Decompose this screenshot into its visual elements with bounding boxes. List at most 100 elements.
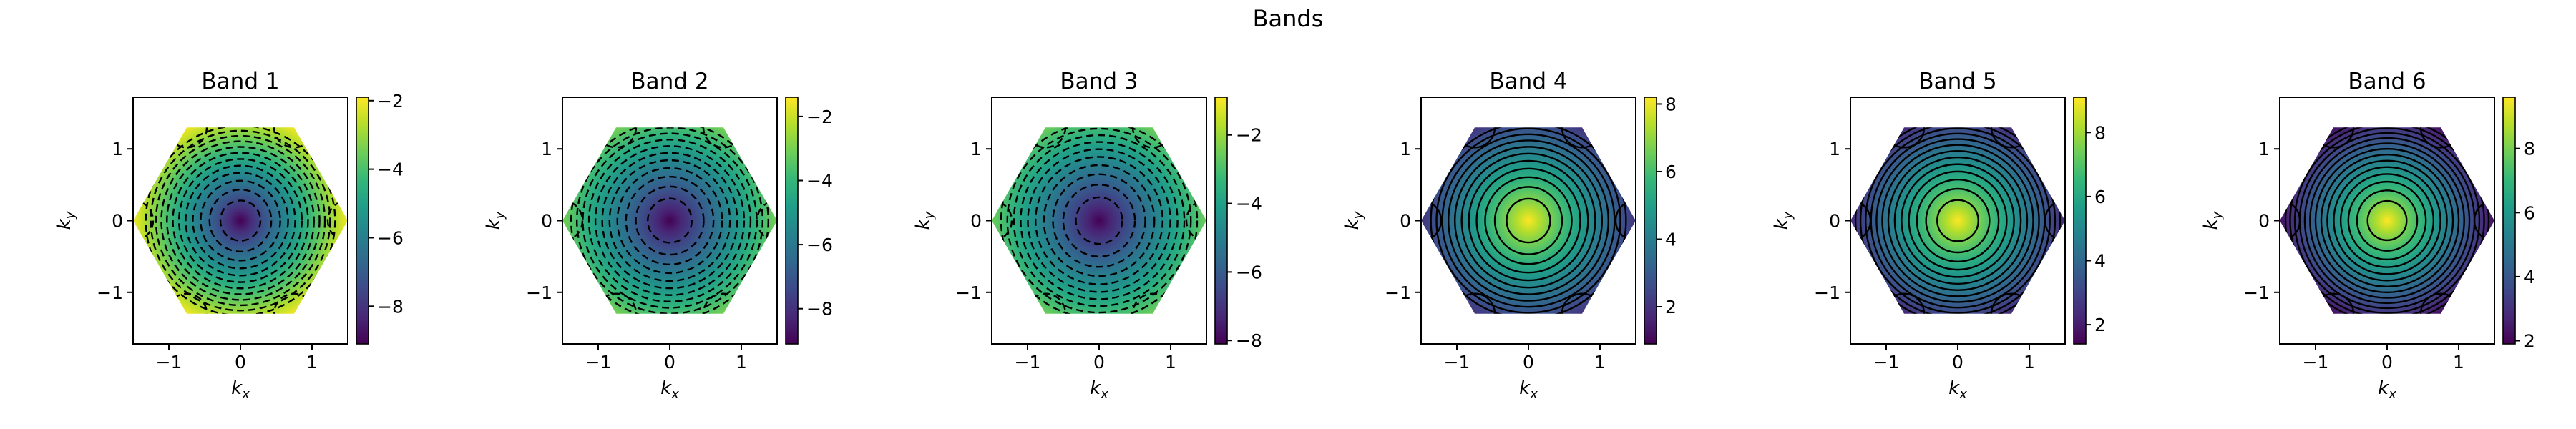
contour-line xyxy=(1887,149,2029,292)
contour-line xyxy=(2284,127,2490,314)
contour-line xyxy=(326,199,348,242)
contour-line xyxy=(150,129,331,312)
contour-line xyxy=(1850,199,1872,242)
y-tick-label: 1 xyxy=(112,139,123,159)
colorbar-tick-label: 4 xyxy=(2094,251,2106,272)
y-tick-label: 0 xyxy=(2258,211,2270,232)
panel-title: Band 2 xyxy=(630,69,708,94)
colorbar-tick-label: −8 xyxy=(377,296,404,317)
contour-line xyxy=(1484,176,1573,265)
colorbar xyxy=(2073,97,2087,345)
y-tick-label: 1 xyxy=(2258,139,2270,159)
contour-line xyxy=(1006,127,1192,314)
band-panel: Band 5 −1 0 1 −1 0 1 kx ky 2 4 6 8 xyxy=(1771,69,2106,402)
contour-line xyxy=(608,159,731,282)
y-tick-label: −1 xyxy=(1385,282,1411,303)
colorbar-tick-label: 8 xyxy=(1665,94,1677,114)
contour-line xyxy=(601,152,738,290)
x-tick-label: 0 xyxy=(2381,352,2393,373)
x-tick-label: 0 xyxy=(1952,352,1963,373)
colorbar-tick-label: 8 xyxy=(2524,139,2535,159)
contour-line xyxy=(2303,137,2471,305)
contour-line xyxy=(2314,147,2460,294)
contour-line xyxy=(992,199,1013,242)
contour-line xyxy=(1901,163,2015,278)
x-tick-label: 1 xyxy=(1165,352,1176,373)
contour-line xyxy=(2044,199,2065,242)
colorbar-tick-label: −6 xyxy=(1236,262,1262,282)
contour-line xyxy=(192,172,289,270)
contour-line xyxy=(570,127,769,314)
contour-line xyxy=(625,175,715,266)
colorbar-tick-label: −4 xyxy=(806,170,833,191)
x-tick-label: 0 xyxy=(664,352,675,373)
colorbar-tick-label: −4 xyxy=(377,159,404,180)
contour-line xyxy=(1865,127,2051,314)
x-axis-label: kx xyxy=(2378,378,2396,402)
contour-line xyxy=(1881,144,2034,297)
contour-line xyxy=(208,188,273,253)
contour-line xyxy=(2366,199,2408,242)
x-tick-label: 1 xyxy=(2453,352,2464,373)
band-panel: Band 2 −1 0 1 −1 0 1 kx ky −2 −4 −6 −8 xyxy=(483,69,833,402)
contour-line xyxy=(2280,199,2301,242)
colorbar xyxy=(1644,97,1657,345)
contour-line xyxy=(1052,173,1146,268)
contour-line xyxy=(1506,197,1551,244)
x-tick-label: −1 xyxy=(1873,352,1900,373)
contour-line xyxy=(219,199,262,242)
panel-title: Band 3 xyxy=(1060,69,1138,94)
contour-line xyxy=(1893,156,2022,285)
contour-line xyxy=(594,145,746,296)
contour-line xyxy=(756,199,777,242)
x-axis-label: kx xyxy=(1948,378,1967,402)
contour-line xyxy=(562,199,584,242)
contour-lines xyxy=(992,127,1206,314)
x-tick-label: −1 xyxy=(2303,352,2329,373)
contour-line xyxy=(1035,156,1163,285)
colorbar-tick-label: 2 xyxy=(2524,331,2535,352)
colorbar xyxy=(2502,97,2516,345)
contour-line xyxy=(1468,159,1589,282)
x-tick-label: −1 xyxy=(1015,352,1041,373)
band-surface xyxy=(1421,127,1636,314)
colorbar-tick-label: −4 xyxy=(1236,194,1262,214)
figure-title: Bands xyxy=(1253,5,1324,32)
contour-line xyxy=(1925,187,1991,254)
y-axis-label: ky xyxy=(54,211,78,230)
colorbar xyxy=(1214,97,1228,345)
contour-line xyxy=(2356,189,2419,252)
band-panel: Band 6 −1 0 1 −1 0 1 kx ky 2 4 6 8 xyxy=(2200,69,2535,402)
contour-line xyxy=(1916,178,2000,263)
contour-line xyxy=(1453,146,1604,295)
x-tick-label: 1 xyxy=(736,352,747,373)
contour-line xyxy=(1854,127,2062,314)
contour-line xyxy=(166,146,315,295)
contour-line xyxy=(2289,127,2485,314)
y-tick-label: 0 xyxy=(1400,211,1411,232)
panel-title: Band 4 xyxy=(1489,69,1567,94)
contour-line xyxy=(1043,164,1156,277)
y-tick-label: −1 xyxy=(97,282,123,303)
y-axis-label: ky xyxy=(483,211,507,230)
band-surface xyxy=(1850,127,2065,314)
colorbar-tick-label: 6 xyxy=(2524,202,2535,223)
colorbar-tick-label: 6 xyxy=(1665,162,1677,182)
band-panel: Band 1 −1 0 1 −1 0 1 kx ky −2 −4 −6 −8 xyxy=(54,69,404,402)
colorbar-tick-label: −6 xyxy=(377,227,404,248)
contour-line xyxy=(133,199,155,242)
band-surface xyxy=(992,127,1206,314)
contour-line xyxy=(1493,186,1563,255)
contour-line xyxy=(1075,196,1123,245)
contour-line xyxy=(1908,170,2008,271)
contour-line xyxy=(1614,199,1636,242)
colorbar xyxy=(356,97,369,345)
contour-line xyxy=(200,179,281,262)
contour-line xyxy=(185,164,296,277)
contour-line xyxy=(2320,153,2454,288)
contour-line xyxy=(1421,199,1443,242)
contour-line xyxy=(1430,127,1627,314)
x-axis-label: kx xyxy=(1090,378,1108,402)
contour-line xyxy=(2347,180,2427,261)
